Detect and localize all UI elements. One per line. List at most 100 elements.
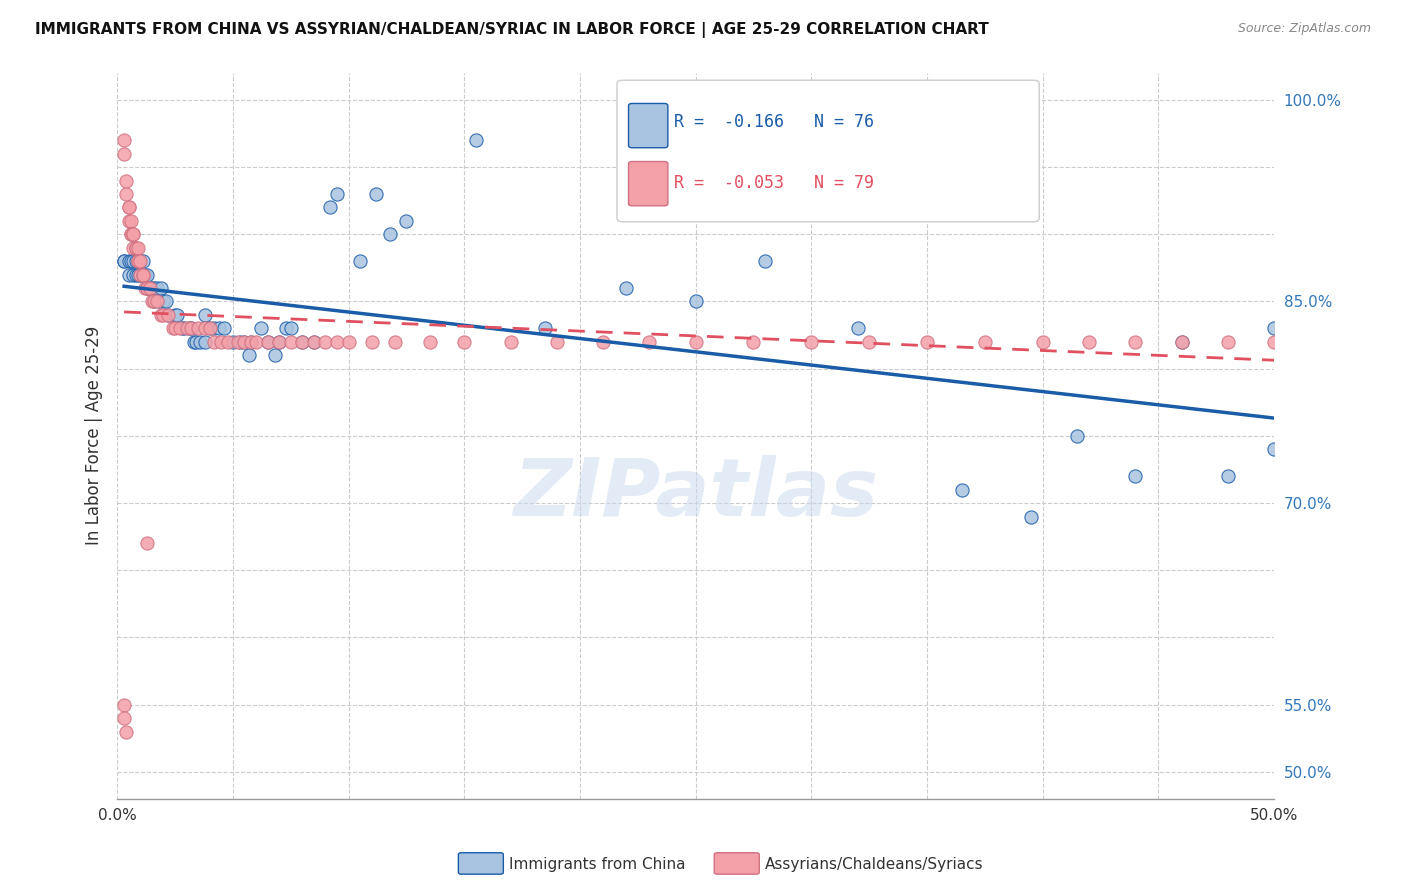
Point: [125, 241, 148, 255]
Point: [152, 294, 174, 309]
Point: [173, 321, 195, 335]
Point: [120, 214, 142, 228]
Point: [118, 214, 141, 228]
Point: [118, 268, 141, 282]
Point: [453, 334, 475, 349]
Point: [112, 711, 135, 725]
Point: [131, 268, 153, 282]
Point: [177, 321, 200, 335]
Point: [145, 294, 167, 309]
Point: [1019, 509, 1042, 524]
Point: [136, 281, 159, 295]
Point: [112, 254, 135, 268]
Point: [245, 334, 267, 349]
Point: [280, 334, 302, 349]
Point: [127, 254, 149, 268]
Point: [127, 241, 149, 255]
Point: [1078, 334, 1101, 349]
Point: [754, 254, 776, 268]
Point: [222, 334, 245, 349]
Point: [1123, 334, 1146, 349]
Point: [155, 294, 177, 309]
Point: [129, 268, 152, 282]
Point: [169, 321, 191, 335]
Point: [1170, 334, 1192, 349]
Point: [800, 334, 823, 349]
Point: [138, 281, 160, 295]
Point: [183, 334, 205, 349]
Text: R =  -0.053   N = 79: R = -0.053 N = 79: [673, 174, 873, 193]
Text: Source: ZipAtlas.com: Source: ZipAtlas.com: [1237, 22, 1371, 36]
Point: [319, 200, 342, 214]
Point: [742, 334, 765, 349]
Point: [263, 348, 285, 362]
Point: [194, 308, 217, 322]
Point: [280, 321, 302, 335]
Point: [125, 268, 148, 282]
Point: [302, 334, 325, 349]
Point: [115, 173, 138, 187]
Point: [157, 308, 180, 322]
Point: [419, 334, 441, 349]
Point: [464, 133, 486, 147]
Point: [162, 321, 184, 335]
Point: [202, 334, 225, 349]
Point: [256, 334, 278, 349]
Text: IMMIGRANTS FROM CHINA VS ASSYRIAN/CHALDEAN/SYRIAC IN LABOR FORCE | AGE 25-29 COR: IMMIGRANTS FROM CHINA VS ASSYRIAN/CHALDE…: [35, 22, 988, 38]
Point: [112, 698, 135, 712]
Point: [141, 281, 163, 295]
Point: [145, 281, 167, 295]
Point: [384, 334, 406, 349]
Point: [148, 294, 170, 309]
Point: [180, 321, 202, 335]
Point: [233, 334, 256, 349]
Text: Immigrants from China: Immigrants from China: [509, 857, 686, 871]
Point: [170, 321, 193, 335]
Point: [534, 321, 557, 335]
Point: [326, 334, 349, 349]
Point: [1032, 334, 1054, 349]
Point: [1216, 334, 1239, 349]
Point: [198, 321, 221, 335]
Point: [122, 227, 145, 242]
Point: [950, 483, 973, 497]
Point: [249, 321, 271, 335]
Point: [134, 281, 156, 295]
Point: [180, 321, 202, 335]
Point: [614, 281, 637, 295]
Point: [202, 321, 225, 335]
Point: [256, 334, 278, 349]
Point: [685, 334, 707, 349]
Point: [176, 321, 198, 335]
Point: [136, 281, 159, 295]
Point: [337, 334, 360, 349]
Point: [858, 334, 880, 349]
Point: [291, 334, 314, 349]
Point: [129, 268, 152, 282]
Point: [150, 281, 173, 295]
Point: [152, 308, 174, 322]
Point: [118, 200, 141, 214]
Point: [115, 186, 138, 201]
Point: [395, 214, 418, 228]
FancyBboxPatch shape: [617, 80, 1039, 222]
Point: [143, 281, 166, 295]
FancyBboxPatch shape: [628, 103, 668, 148]
Point: [143, 294, 166, 309]
Point: [120, 227, 142, 242]
Point: [269, 334, 291, 349]
Point: [118, 254, 141, 268]
Point: [1263, 321, 1285, 335]
Point: [129, 254, 152, 268]
Point: [229, 334, 252, 349]
Point: [198, 321, 221, 335]
Point: [141, 294, 163, 309]
Point: [685, 294, 707, 309]
Text: ZIPatlas: ZIPatlas: [513, 455, 879, 533]
Point: [1263, 442, 1285, 457]
Point: [127, 268, 149, 282]
Point: [1263, 334, 1285, 349]
Point: [194, 334, 217, 349]
Point: [122, 268, 145, 282]
Point: [212, 321, 235, 335]
